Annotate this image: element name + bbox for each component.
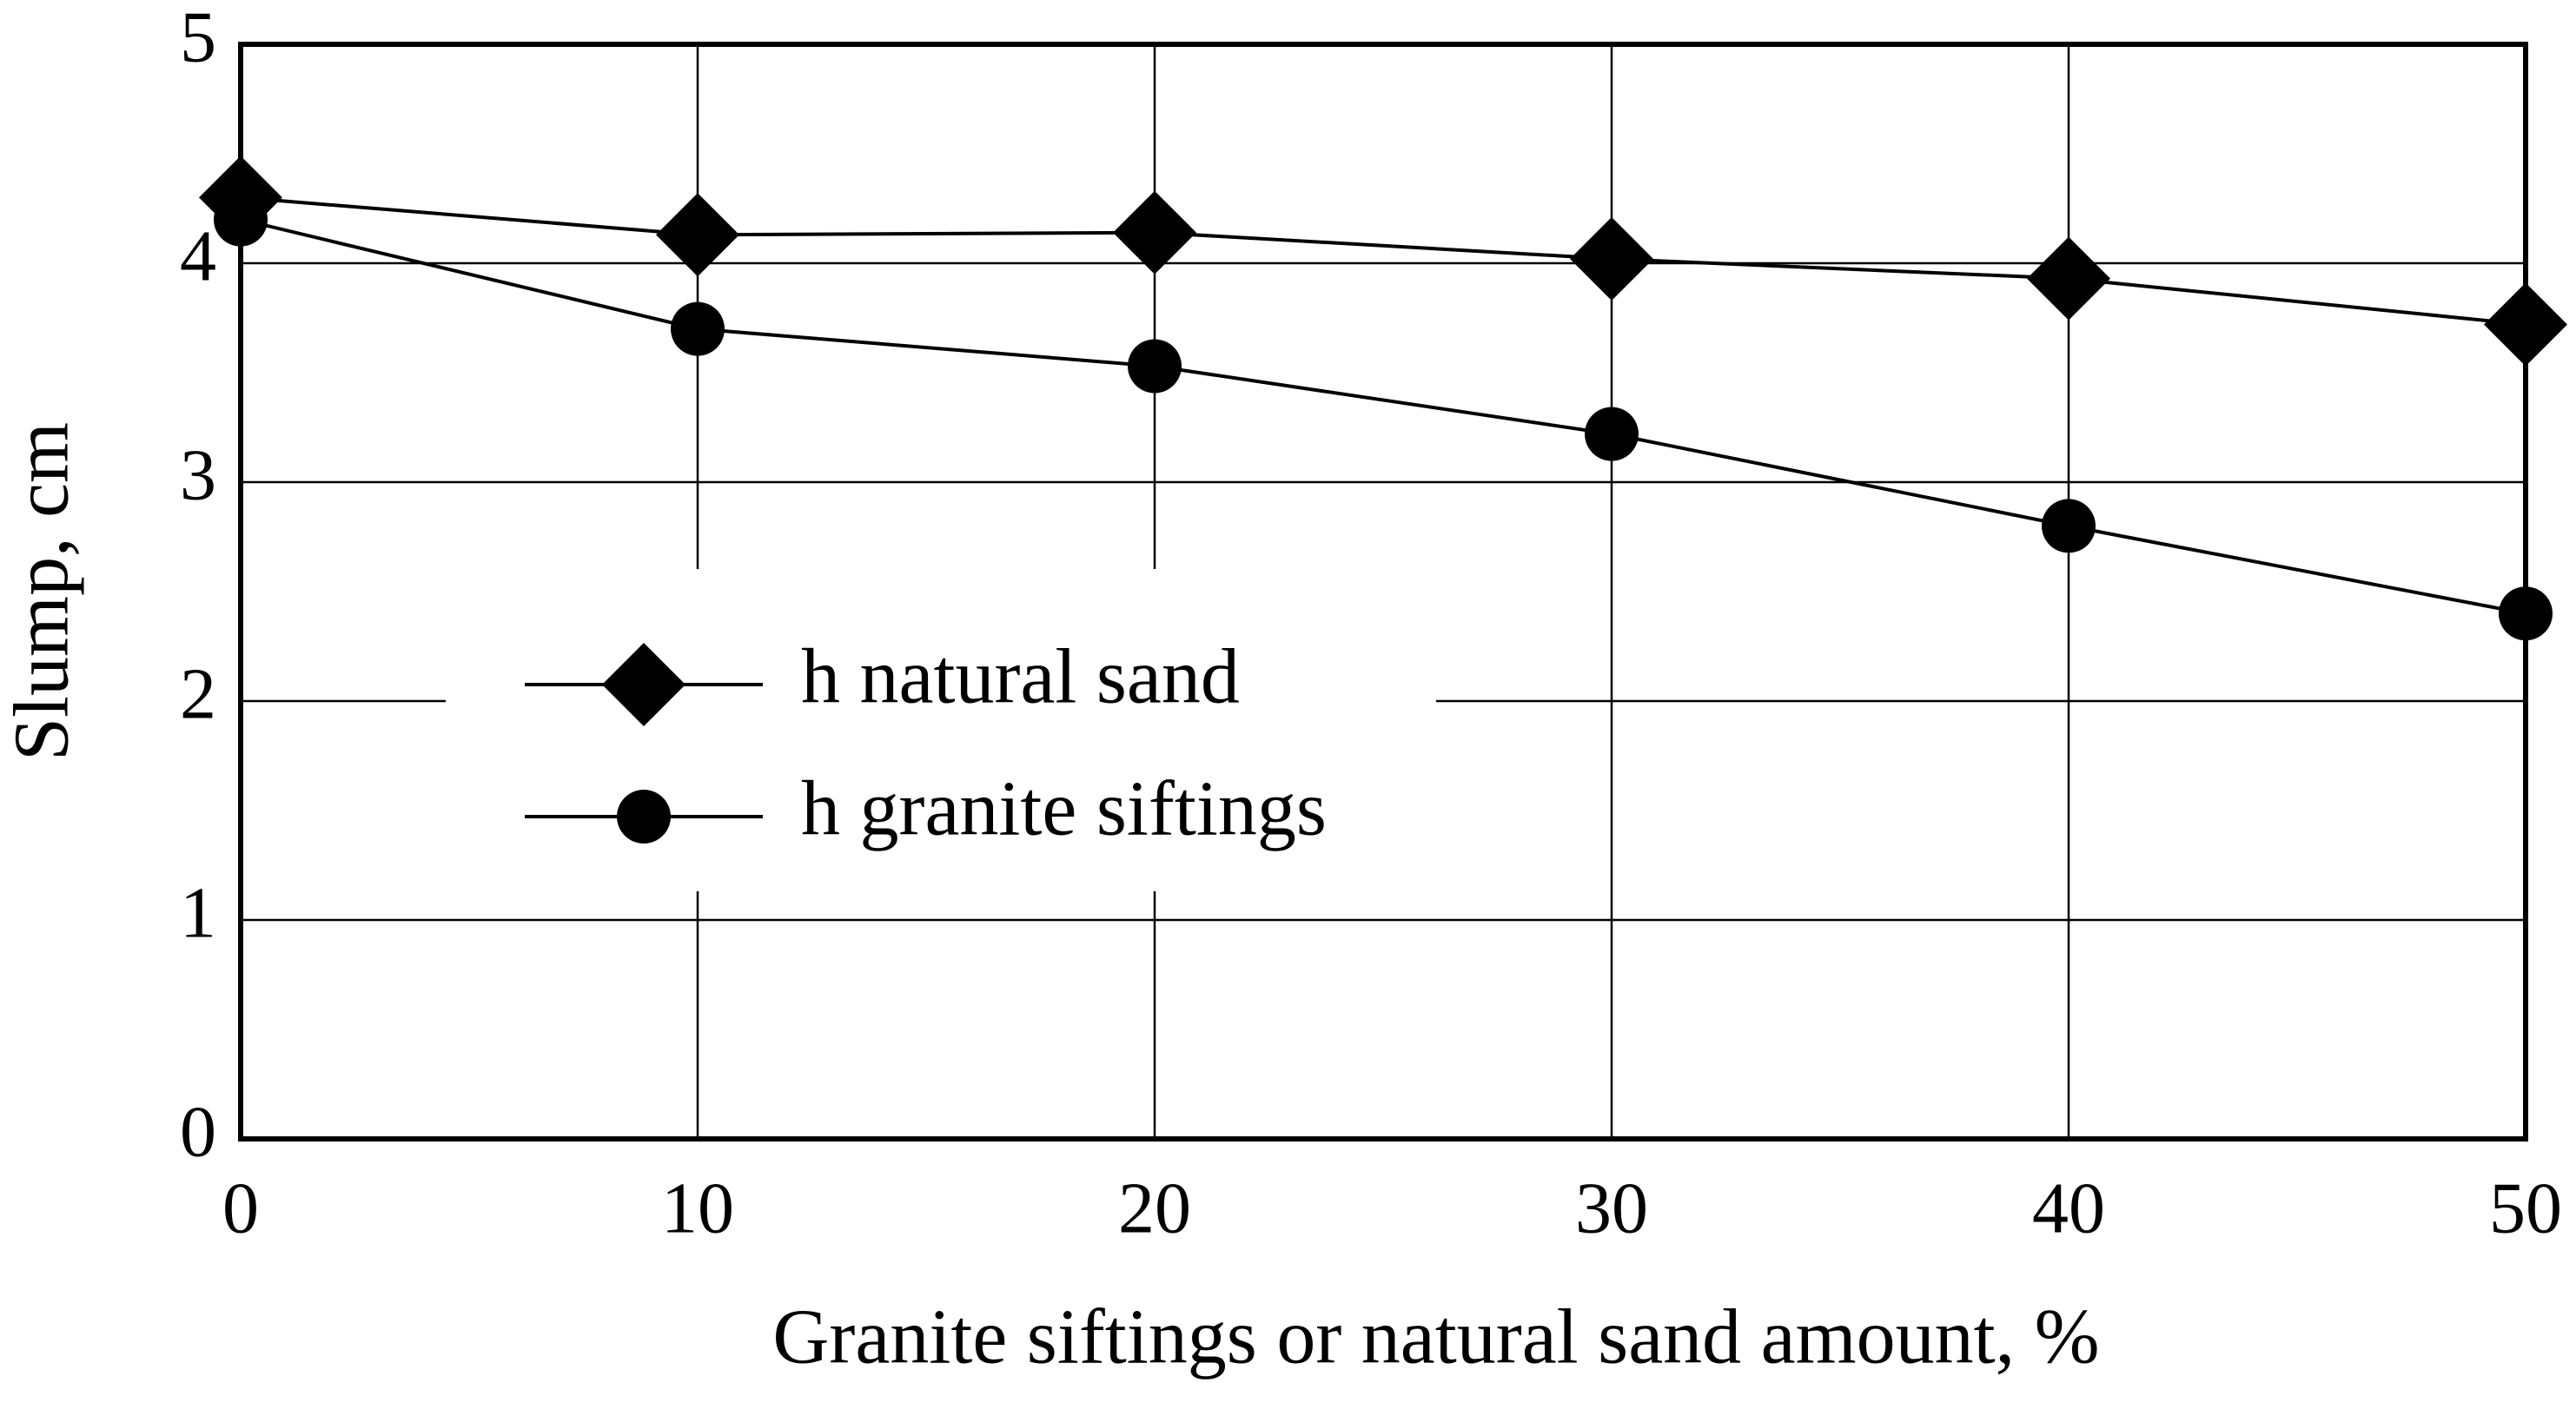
y-tick-label: 3 (180, 434, 216, 515)
y-tick-label: 2 (180, 653, 216, 734)
y-tick-label: 0 (180, 1091, 216, 1172)
legend-label: h natural sand (801, 634, 1240, 720)
x-tick-label: 20 (1118, 1168, 1191, 1248)
y-axis-label: Slump, cm (0, 422, 85, 761)
legend-background (446, 569, 1436, 891)
diamond-marker (1113, 190, 1196, 275)
circle-marker (2042, 499, 2096, 553)
y-tick-label: 4 (180, 215, 216, 296)
x-tick-label: 40 (2032, 1168, 2105, 1248)
circle-marker (671, 301, 725, 356)
circle-marker (1128, 339, 1182, 394)
diamond-marker (656, 193, 739, 277)
diamond-marker (2027, 236, 2110, 321)
series-line (240, 195, 2526, 327)
x-tick-label: 0 (222, 1168, 259, 1248)
diamond-marker (602, 643, 685, 726)
y-tick-label: 1 (180, 872, 216, 953)
y-tick-label: 5 (180, 0, 216, 77)
circle-marker (214, 192, 268, 247)
x-tick-label: 30 (1575, 1168, 1648, 1248)
diamond-marker (2484, 282, 2567, 367)
x-axis-label: Granite siftings or natural sand amount,… (772, 1294, 2099, 1380)
circle-marker (2499, 586, 2553, 641)
diamond-marker (1570, 216, 1653, 301)
legend: h natural sand h granite siftings (446, 569, 1436, 891)
series-line (240, 217, 2526, 616)
circle-marker (617, 790, 671, 844)
legend-label: h granite siftings (801, 766, 1327, 852)
x-tick-label: 10 (661, 1168, 734, 1248)
x-tick-label: 50 (2489, 1168, 2562, 1248)
circle-marker (1585, 407, 1639, 461)
